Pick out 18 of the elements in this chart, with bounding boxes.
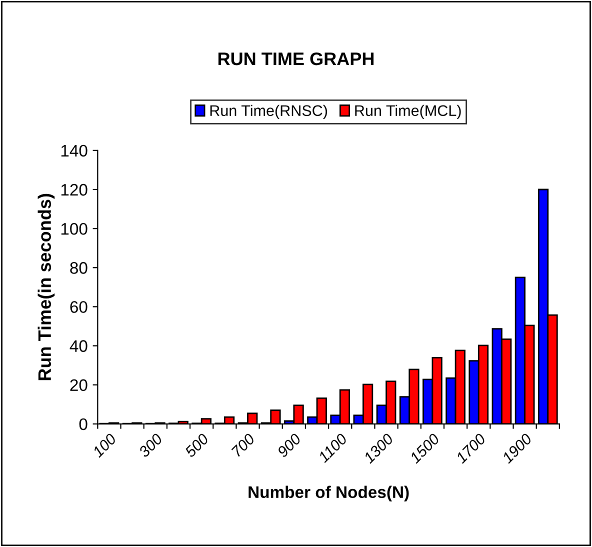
legend-label: Run Time(RNSC) xyxy=(210,104,328,120)
x-tick-label: 100 xyxy=(92,432,118,458)
chart-title: RUN TIME GRAPH xyxy=(218,52,374,66)
y-tick-label: 140 xyxy=(61,144,88,157)
x-tick-label: 500 xyxy=(184,432,210,458)
legend-label: Run Time(MCL) xyxy=(355,104,461,120)
y-tick-label: 120 xyxy=(61,184,88,196)
x-tick-label: 900 xyxy=(276,432,302,458)
x-axis-title: Number of Nodes(N) xyxy=(248,486,409,502)
y-tick-label: 0 xyxy=(79,418,88,430)
y-tick-label: 100 xyxy=(61,222,88,235)
x-tick-label: 300 xyxy=(138,432,164,458)
y-tick-label: 20 xyxy=(70,379,88,392)
y-tick-label: 60 xyxy=(70,301,88,313)
y-tick-label: 40 xyxy=(70,340,88,352)
x-tick-label: 700 xyxy=(231,432,256,458)
y-tick-label: 80 xyxy=(70,262,88,274)
y-axis-title: Run Time(in seconds) xyxy=(38,194,55,380)
